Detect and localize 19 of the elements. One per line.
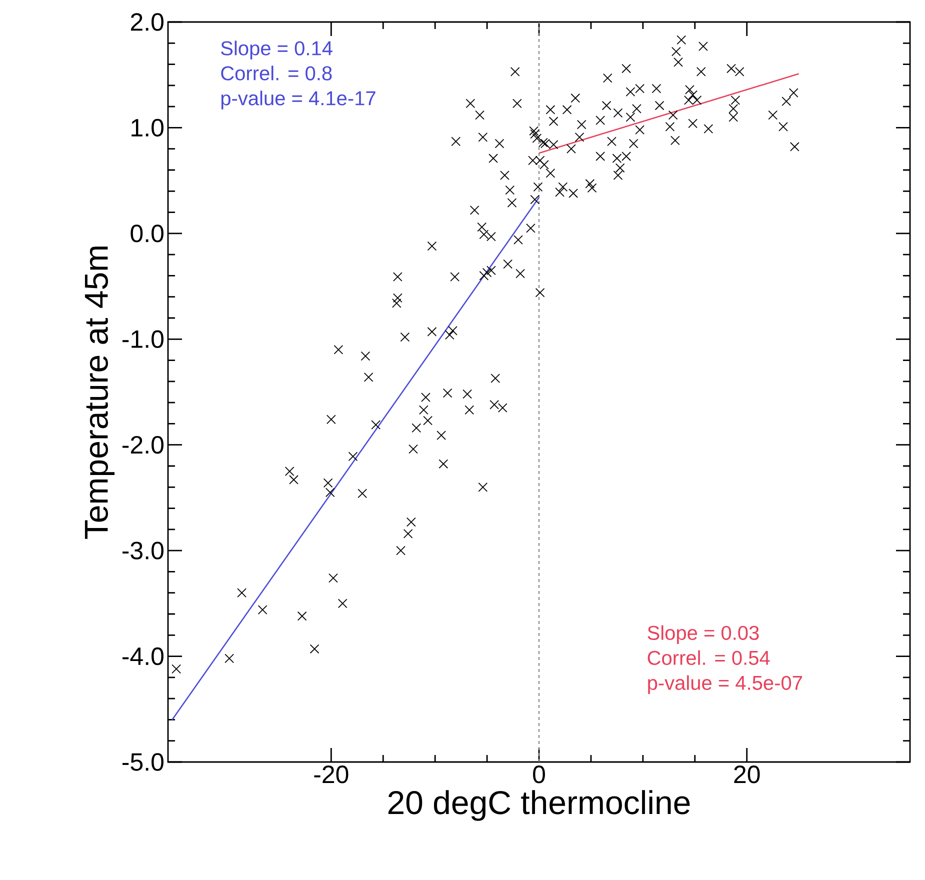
y-tick-label: 2.0 bbox=[130, 13, 164, 31]
annotation: p-value = 4.5e-07 bbox=[648, 675, 802, 694]
annotation: Slope = 0.14 bbox=[221, 40, 332, 60]
y-tick-label: -2.0 bbox=[122, 436, 164, 454]
y-tick-label: -5.0 bbox=[122, 753, 164, 771]
y-tick-label: -1.0 bbox=[122, 330, 164, 348]
y-tick-label: -4.0 bbox=[122, 647, 164, 666]
x-tick-label: 0 bbox=[533, 766, 545, 784]
y-tick-label: 0.0 bbox=[130, 224, 164, 242]
x-tick-label: 20 bbox=[734, 766, 760, 784]
annotation: Correl. = 0.54 bbox=[648, 650, 770, 665]
annotation: p-value = 4.1e-17 bbox=[221, 90, 376, 110]
annotation: Correl. = 0.8 bbox=[221, 66, 332, 80]
y-tick-label: -3.0 bbox=[122, 542, 164, 560]
y-axis-title: Temperature at 45m bbox=[84, 246, 115, 539]
x-tick-label: -20 bbox=[314, 766, 348, 784]
annotation: Slope = 0.03 bbox=[648, 625, 759, 644]
y-tick-label: 1.0 bbox=[132, 118, 164, 137]
x-axis-title: 20 degC thermocline bbox=[388, 790, 690, 821]
